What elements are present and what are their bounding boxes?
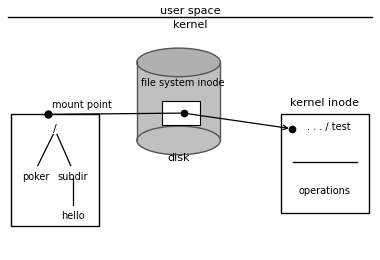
Text: subdir: subdir	[57, 172, 88, 181]
Bar	[281, 114, 369, 213]
Text: kernel: kernel	[173, 20, 207, 29]
Text: /: /	[53, 124, 57, 134]
Ellipse shape	[137, 48, 220, 77]
Text: kernel inode: kernel inode	[290, 98, 359, 108]
Text: disk: disk	[167, 153, 190, 163]
Text: poker: poker	[22, 172, 49, 181]
Text: user space: user space	[160, 6, 220, 16]
Text: file system inode: file system inode	[141, 79, 224, 88]
Bar	[162, 101, 200, 125]
Text: . . . / test: . . . / test	[307, 122, 351, 132]
Ellipse shape	[137, 126, 220, 155]
Text: mount point: mount point	[52, 101, 112, 110]
Bar	[11, 114, 99, 226]
Text: hello: hello	[61, 211, 84, 220]
Text: operations: operations	[299, 186, 351, 197]
Polygon shape	[137, 62, 220, 140]
